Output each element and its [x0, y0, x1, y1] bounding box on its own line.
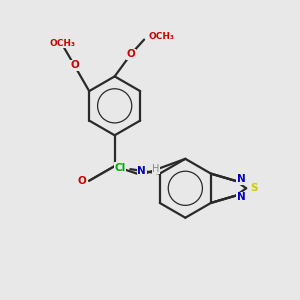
Text: O: O — [77, 176, 86, 186]
Text: N: N — [237, 192, 245, 202]
Text: S: S — [251, 183, 258, 193]
Text: OCH₃: OCH₃ — [148, 32, 175, 41]
Text: O: O — [70, 61, 79, 70]
Text: H: H — [152, 164, 160, 173]
Text: OCH₃: OCH₃ — [50, 39, 76, 48]
Text: O: O — [127, 49, 135, 59]
Text: N: N — [237, 174, 245, 184]
Text: N: N — [137, 167, 146, 176]
Text: Cl: Cl — [115, 163, 126, 173]
